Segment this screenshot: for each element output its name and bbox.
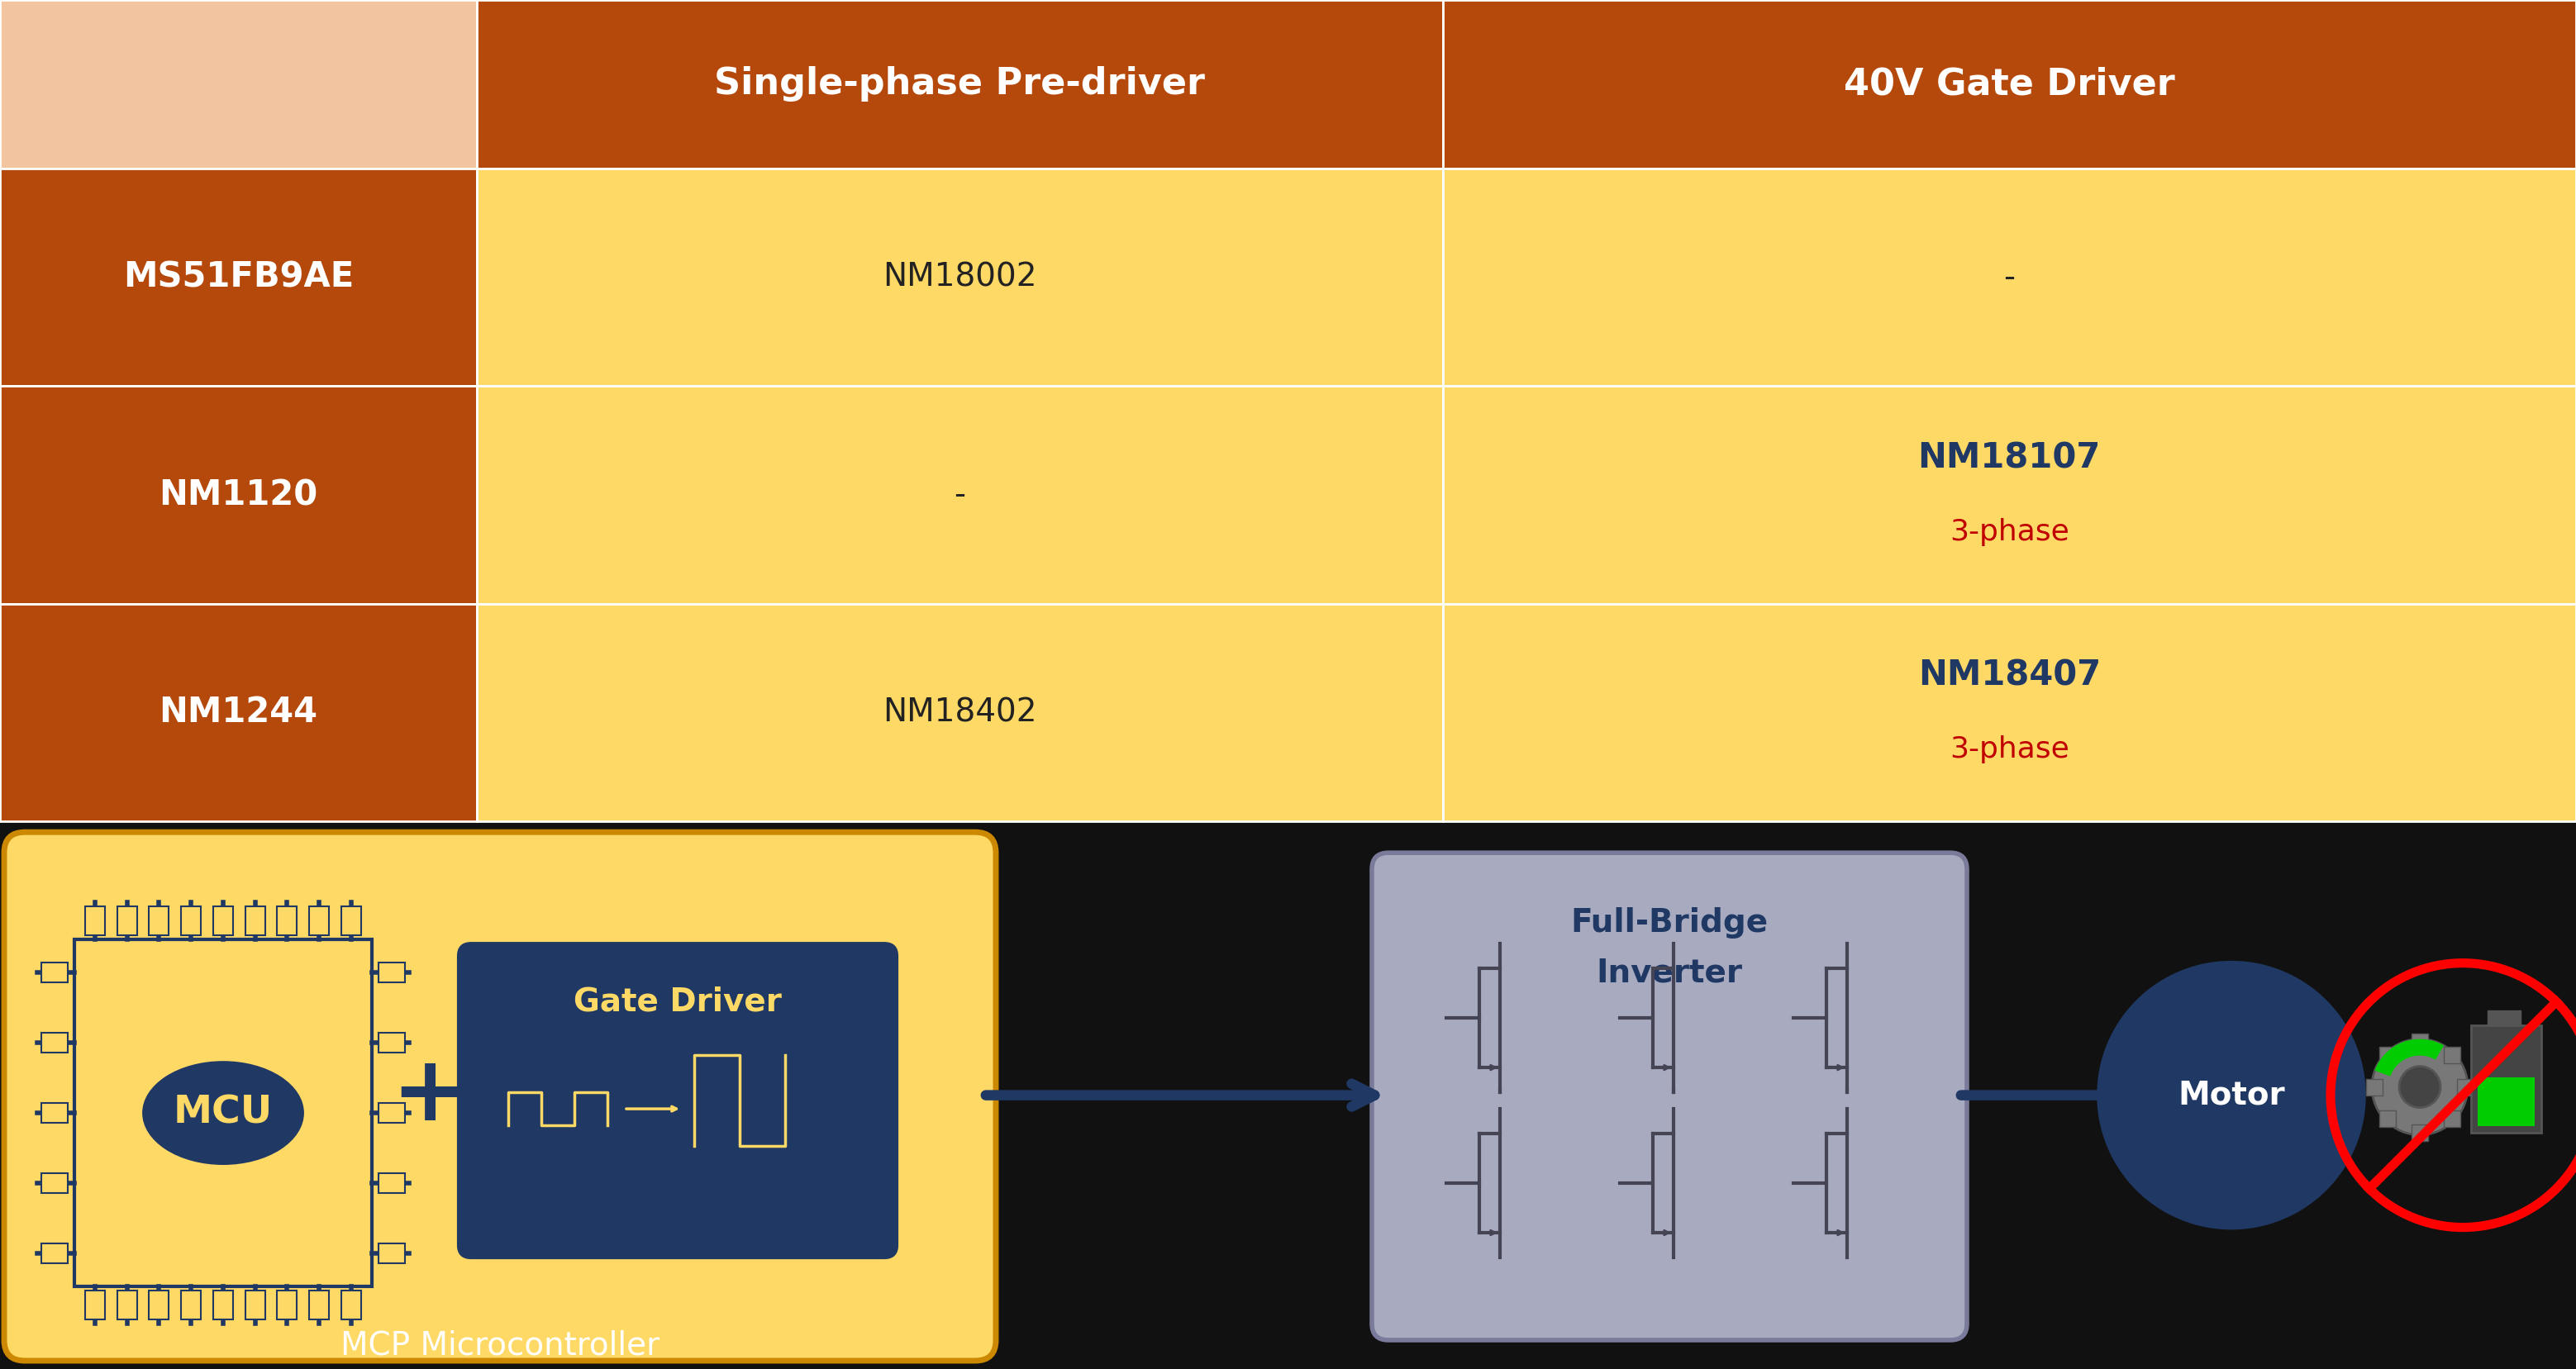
FancyBboxPatch shape [2445, 1110, 2460, 1127]
Text: Motor: Motor [2177, 1080, 2285, 1110]
FancyBboxPatch shape [2411, 1034, 2429, 1050]
Circle shape [2099, 962, 2365, 1228]
Text: NM18107: NM18107 [1917, 441, 2102, 475]
Text: NM1120: NM1120 [160, 478, 317, 512]
FancyBboxPatch shape [116, 906, 137, 935]
FancyBboxPatch shape [379, 962, 404, 983]
FancyBboxPatch shape [278, 1291, 296, 1320]
Bar [477, 386, 1443, 604]
Circle shape [2372, 1039, 2468, 1135]
Bar [0, 604, 477, 821]
Wedge shape [2375, 1039, 2445, 1076]
FancyBboxPatch shape [459, 943, 896, 1258]
Text: -: - [953, 479, 966, 511]
Text: MCU: MCU [173, 1094, 273, 1132]
FancyBboxPatch shape [379, 1243, 404, 1264]
Text: MS51FB9AE: MS51FB9AE [124, 260, 353, 294]
FancyBboxPatch shape [41, 1173, 67, 1192]
FancyBboxPatch shape [41, 1032, 67, 1053]
FancyBboxPatch shape [2445, 1046, 2460, 1064]
FancyBboxPatch shape [2458, 1079, 2473, 1095]
Text: NM1244: NM1244 [160, 695, 317, 730]
Text: Inverter: Inverter [1597, 957, 1741, 988]
Text: 40V Gate Driver: 40V Gate Driver [1844, 67, 2174, 101]
FancyBboxPatch shape [2470, 1025, 2543, 1132]
FancyBboxPatch shape [278, 906, 296, 935]
FancyBboxPatch shape [2367, 1079, 2383, 1095]
Bar [0, 386, 477, 604]
Bar [1443, 386, 2576, 604]
FancyBboxPatch shape [41, 1243, 67, 1264]
FancyBboxPatch shape [85, 906, 106, 935]
Text: 3-phase: 3-phase [1950, 735, 2069, 764]
FancyBboxPatch shape [2411, 1124, 2429, 1140]
FancyBboxPatch shape [2488, 1010, 2522, 1025]
FancyBboxPatch shape [85, 1291, 106, 1320]
Text: Gate Driver: Gate Driver [574, 986, 781, 1017]
Bar [1443, 168, 2576, 386]
Bar [477, 604, 1443, 821]
FancyBboxPatch shape [2380, 1110, 2396, 1127]
Text: +: + [392, 1051, 469, 1139]
FancyBboxPatch shape [214, 1291, 232, 1320]
FancyBboxPatch shape [309, 906, 330, 935]
FancyBboxPatch shape [116, 1291, 137, 1320]
FancyBboxPatch shape [379, 1103, 404, 1123]
Text: Single-phase Pre-driver: Single-phase Pre-driver [714, 67, 1206, 101]
FancyBboxPatch shape [245, 1291, 265, 1320]
Text: -: - [2004, 261, 2014, 293]
FancyBboxPatch shape [309, 1291, 330, 1320]
Text: 3-phase: 3-phase [1950, 517, 2069, 546]
Text: Full-Bridge: Full-Bridge [1571, 908, 1767, 939]
Bar [1443, 604, 2576, 821]
Circle shape [2398, 1066, 2439, 1108]
Text: NM18407: NM18407 [1919, 658, 2099, 693]
Text: MCP Microcontroller: MCP Microcontroller [340, 1329, 659, 1361]
FancyBboxPatch shape [379, 1173, 404, 1192]
FancyBboxPatch shape [5, 832, 997, 1361]
FancyBboxPatch shape [214, 906, 232, 935]
FancyBboxPatch shape [340, 906, 361, 935]
FancyBboxPatch shape [180, 906, 201, 935]
FancyBboxPatch shape [75, 939, 371, 1287]
Ellipse shape [142, 1060, 307, 1166]
Text: NM18402: NM18402 [884, 697, 1036, 728]
FancyBboxPatch shape [41, 1103, 67, 1123]
FancyBboxPatch shape [149, 1291, 170, 1320]
FancyBboxPatch shape [149, 906, 170, 935]
Bar [477, 0, 1443, 168]
FancyBboxPatch shape [340, 1291, 361, 1320]
FancyBboxPatch shape [2478, 1077, 2535, 1125]
Bar [0, 0, 477, 168]
FancyBboxPatch shape [41, 962, 67, 983]
FancyBboxPatch shape [2380, 1046, 2396, 1064]
Bar [0, 168, 477, 386]
FancyBboxPatch shape [379, 1032, 404, 1053]
Bar [477, 168, 1443, 386]
Bar [1443, 0, 2576, 168]
Text: NM18002: NM18002 [884, 261, 1036, 293]
FancyBboxPatch shape [1373, 853, 1968, 1340]
FancyBboxPatch shape [245, 906, 265, 935]
FancyBboxPatch shape [180, 1291, 201, 1320]
